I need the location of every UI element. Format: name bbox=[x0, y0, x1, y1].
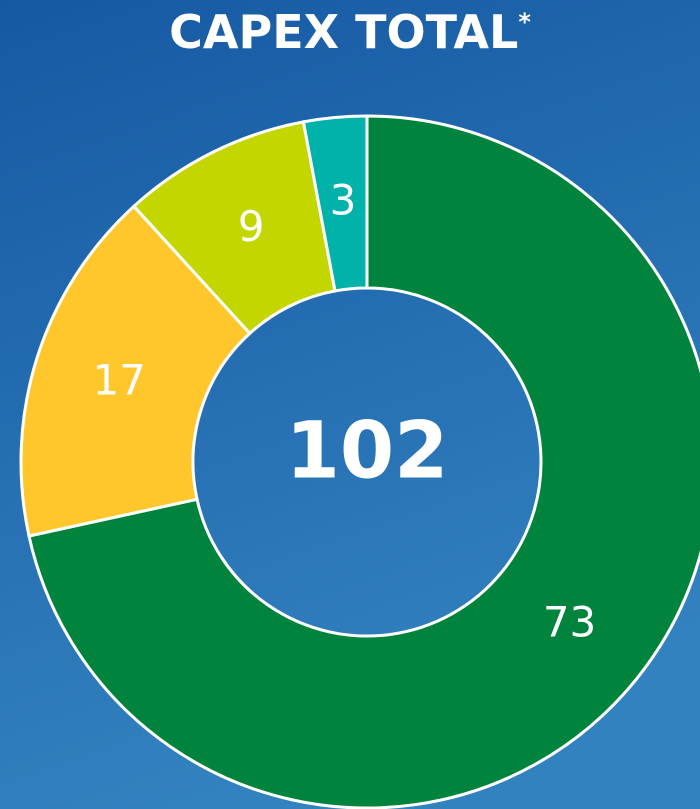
donut-segment bbox=[301, 114, 369, 293]
donut-segment bbox=[19, 204, 252, 538]
donut: 73 17 9 3 bbox=[19, 114, 700, 809]
data-label: 3 bbox=[330, 176, 357, 225]
data-label: 73 bbox=[543, 598, 596, 647]
donut-segment bbox=[27, 114, 700, 809]
data-label: 9 bbox=[238, 202, 265, 251]
chart-title: CAPEX TOTAL* bbox=[169, 5, 531, 59]
data-label: 17 bbox=[93, 356, 146, 405]
total-label: 102 bbox=[286, 406, 449, 496]
